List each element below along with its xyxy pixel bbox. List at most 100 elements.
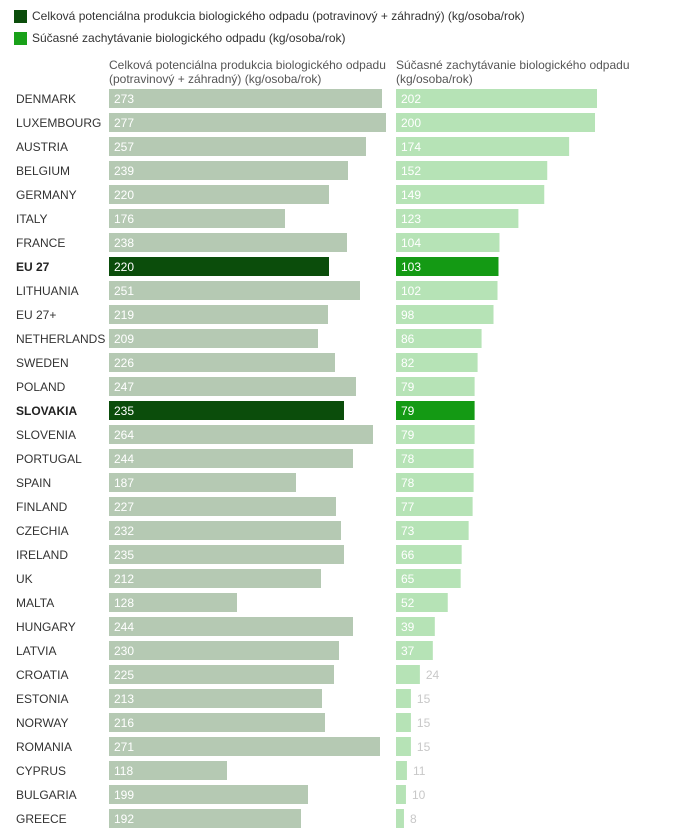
bar-current-capture-romania: [396, 737, 411, 756]
bar-current-capture-hungary: [396, 617, 435, 636]
value-label-current-capture-latvia: 37: [401, 644, 415, 658]
column-header-current-capture: Súčasné zachytávanie biologického odpadu…: [396, 58, 630, 86]
category-label-czechia: CZECHIA: [16, 524, 69, 538]
value-label-current-capture-greece: 8: [410, 812, 417, 826]
bar-current-capture-malta: [396, 593, 448, 612]
value-label-current-capture-slovenia: 79: [401, 428, 415, 442]
value-label-total-production-netherlands: 209: [114, 332, 134, 346]
value-label-current-capture-eu-27: 98: [401, 308, 415, 322]
value-label-total-production-romania: 271: [114, 740, 134, 754]
category-label-latvia: LATVIA: [16, 644, 56, 658]
value-label-current-capture-italy: 123: [401, 212, 421, 226]
value-label-total-production-finland: 227: [114, 500, 134, 514]
category-label-slovakia: SLOVAKIA: [16, 404, 77, 418]
value-label-total-production-france: 238: [114, 236, 134, 250]
legend-label-total-production: Celková potenciálna produkcia biologické…: [32, 9, 525, 23]
category-label-norway: NORWAY: [16, 716, 68, 730]
category-label-hungary: HUNGARY: [16, 620, 76, 634]
value-label-current-capture-czechia: 73: [401, 524, 415, 538]
bar-current-capture-czechia: [396, 521, 469, 540]
bar-current-capture-portugal: [396, 449, 474, 468]
value-label-current-capture-austria: 174: [401, 140, 421, 154]
value-label-total-production-italy: 176: [114, 212, 134, 226]
bar-total-production-greece: [109, 809, 301, 828]
value-label-total-production-poland: 247: [114, 380, 134, 394]
bar-total-production-poland: [109, 377, 356, 396]
bar-current-capture-bulgaria: [396, 785, 406, 804]
bar-total-production-romania: [109, 737, 380, 756]
legend: Celková potenciálna produkcia biologické…: [14, 6, 525, 50]
value-label-total-production-bulgaria: 199: [114, 788, 134, 802]
bar-current-capture-denmark: [396, 89, 597, 108]
bar-current-capture-eu-27: [396, 305, 494, 324]
value-label-current-capture-norway: 15: [417, 716, 431, 730]
value-label-current-capture-romania: 15: [417, 740, 431, 754]
legend-item-current-capture: Súčasné zachytávanie biologického odpadu…: [14, 28, 525, 48]
value-label-current-capture-estonia: 15: [417, 692, 431, 706]
bar-total-production-czechia: [109, 521, 341, 540]
category-label-germany: GERMANY: [16, 188, 77, 202]
category-label-luxembourg: LUXEMBOURG: [16, 116, 101, 130]
value-label-total-production-croatia: 225: [114, 668, 134, 682]
value-label-total-production-malta: 128: [114, 596, 134, 610]
bar-total-production-netherlands: [109, 329, 318, 348]
category-label-slovenia: SLOVENIA: [16, 428, 76, 442]
bar-total-production-hungary: [109, 617, 353, 636]
bar-total-production-luxembourg: [109, 113, 386, 132]
category-label-portugal: PORTUGAL: [16, 452, 82, 466]
bar-total-production-slovakia: [109, 401, 344, 420]
bar-current-capture-luxembourg: [396, 113, 596, 132]
category-label-netherlands: NETHERLANDS: [16, 332, 105, 346]
value-label-total-production-eu-27: 220: [114, 260, 134, 274]
category-label-denmark: DENMARK: [16, 92, 76, 106]
bar-total-production-lithuania: [109, 281, 360, 300]
category-label-uk: UK: [16, 572, 33, 586]
value-label-current-capture-denmark: 202: [401, 92, 421, 106]
category-label-greece: GREECE: [16, 812, 67, 826]
value-label-total-production-latvia: 230: [114, 644, 134, 658]
bar-total-production-estonia: [109, 689, 322, 708]
value-label-current-capture-netherlands: 86: [401, 332, 415, 346]
bar-total-production-portugal: [109, 449, 353, 468]
bar-total-production-austria: [109, 137, 366, 156]
value-label-total-production-hungary: 244: [114, 620, 134, 634]
bar-current-capture-finland: [396, 497, 473, 516]
value-label-total-production-belgium: 239: [114, 164, 134, 178]
bar-total-production-ireland: [109, 545, 344, 564]
value-label-total-production-eu-27: 219: [114, 308, 134, 322]
value-label-current-capture-spain: 78: [401, 476, 415, 490]
value-label-total-production-austria: 257: [114, 140, 134, 154]
category-label-estonia: ESTONIA: [16, 692, 68, 706]
value-label-current-capture-lithuania: 102: [401, 284, 421, 298]
category-label-spain: SPAIN: [16, 476, 51, 490]
category-label-finland: FINLAND: [16, 500, 68, 514]
bar-total-production-finland: [109, 497, 336, 516]
value-label-current-capture-luxembourg: 200: [401, 116, 421, 130]
value-label-current-capture-france: 104: [401, 236, 421, 250]
bar-total-production-spain: [109, 473, 296, 492]
bar-total-production-eu-27: [109, 305, 328, 324]
value-label-total-production-sweden: 226: [114, 356, 134, 370]
value-label-total-production-ireland: 235: [114, 548, 134, 562]
bar-current-capture-greece: [396, 809, 404, 828]
value-label-total-production-germany: 220: [114, 188, 134, 202]
value-label-total-production-spain: 187: [114, 476, 134, 490]
legend-swatch-current-capture: [14, 31, 27, 45]
bar-total-production-sweden: [109, 353, 335, 372]
category-label-eu-27: EU 27+: [16, 308, 56, 322]
value-label-current-capture-ireland: 66: [401, 548, 415, 562]
bar-current-capture-latvia: [396, 641, 433, 660]
value-label-total-production-portugal: 244: [114, 452, 134, 466]
bar-total-production-latvia: [109, 641, 339, 660]
category-label-cyprus: CYPRUS: [16, 764, 66, 778]
value-label-current-capture-portugal: 78: [401, 452, 415, 466]
value-label-total-production-czechia: 232: [114, 524, 134, 538]
category-label-belgium: BELGIUM: [16, 164, 70, 178]
legend-label-current-capture: Súčasné zachytávanie biologického odpadu…: [32, 31, 346, 45]
category-label-malta: MALTA: [16, 596, 54, 610]
bar-current-capture-cyprus: [396, 761, 407, 780]
value-label-total-production-norway: 216: [114, 716, 134, 730]
category-label-poland: POLAND: [16, 380, 66, 394]
bar-total-production-france: [109, 233, 347, 252]
